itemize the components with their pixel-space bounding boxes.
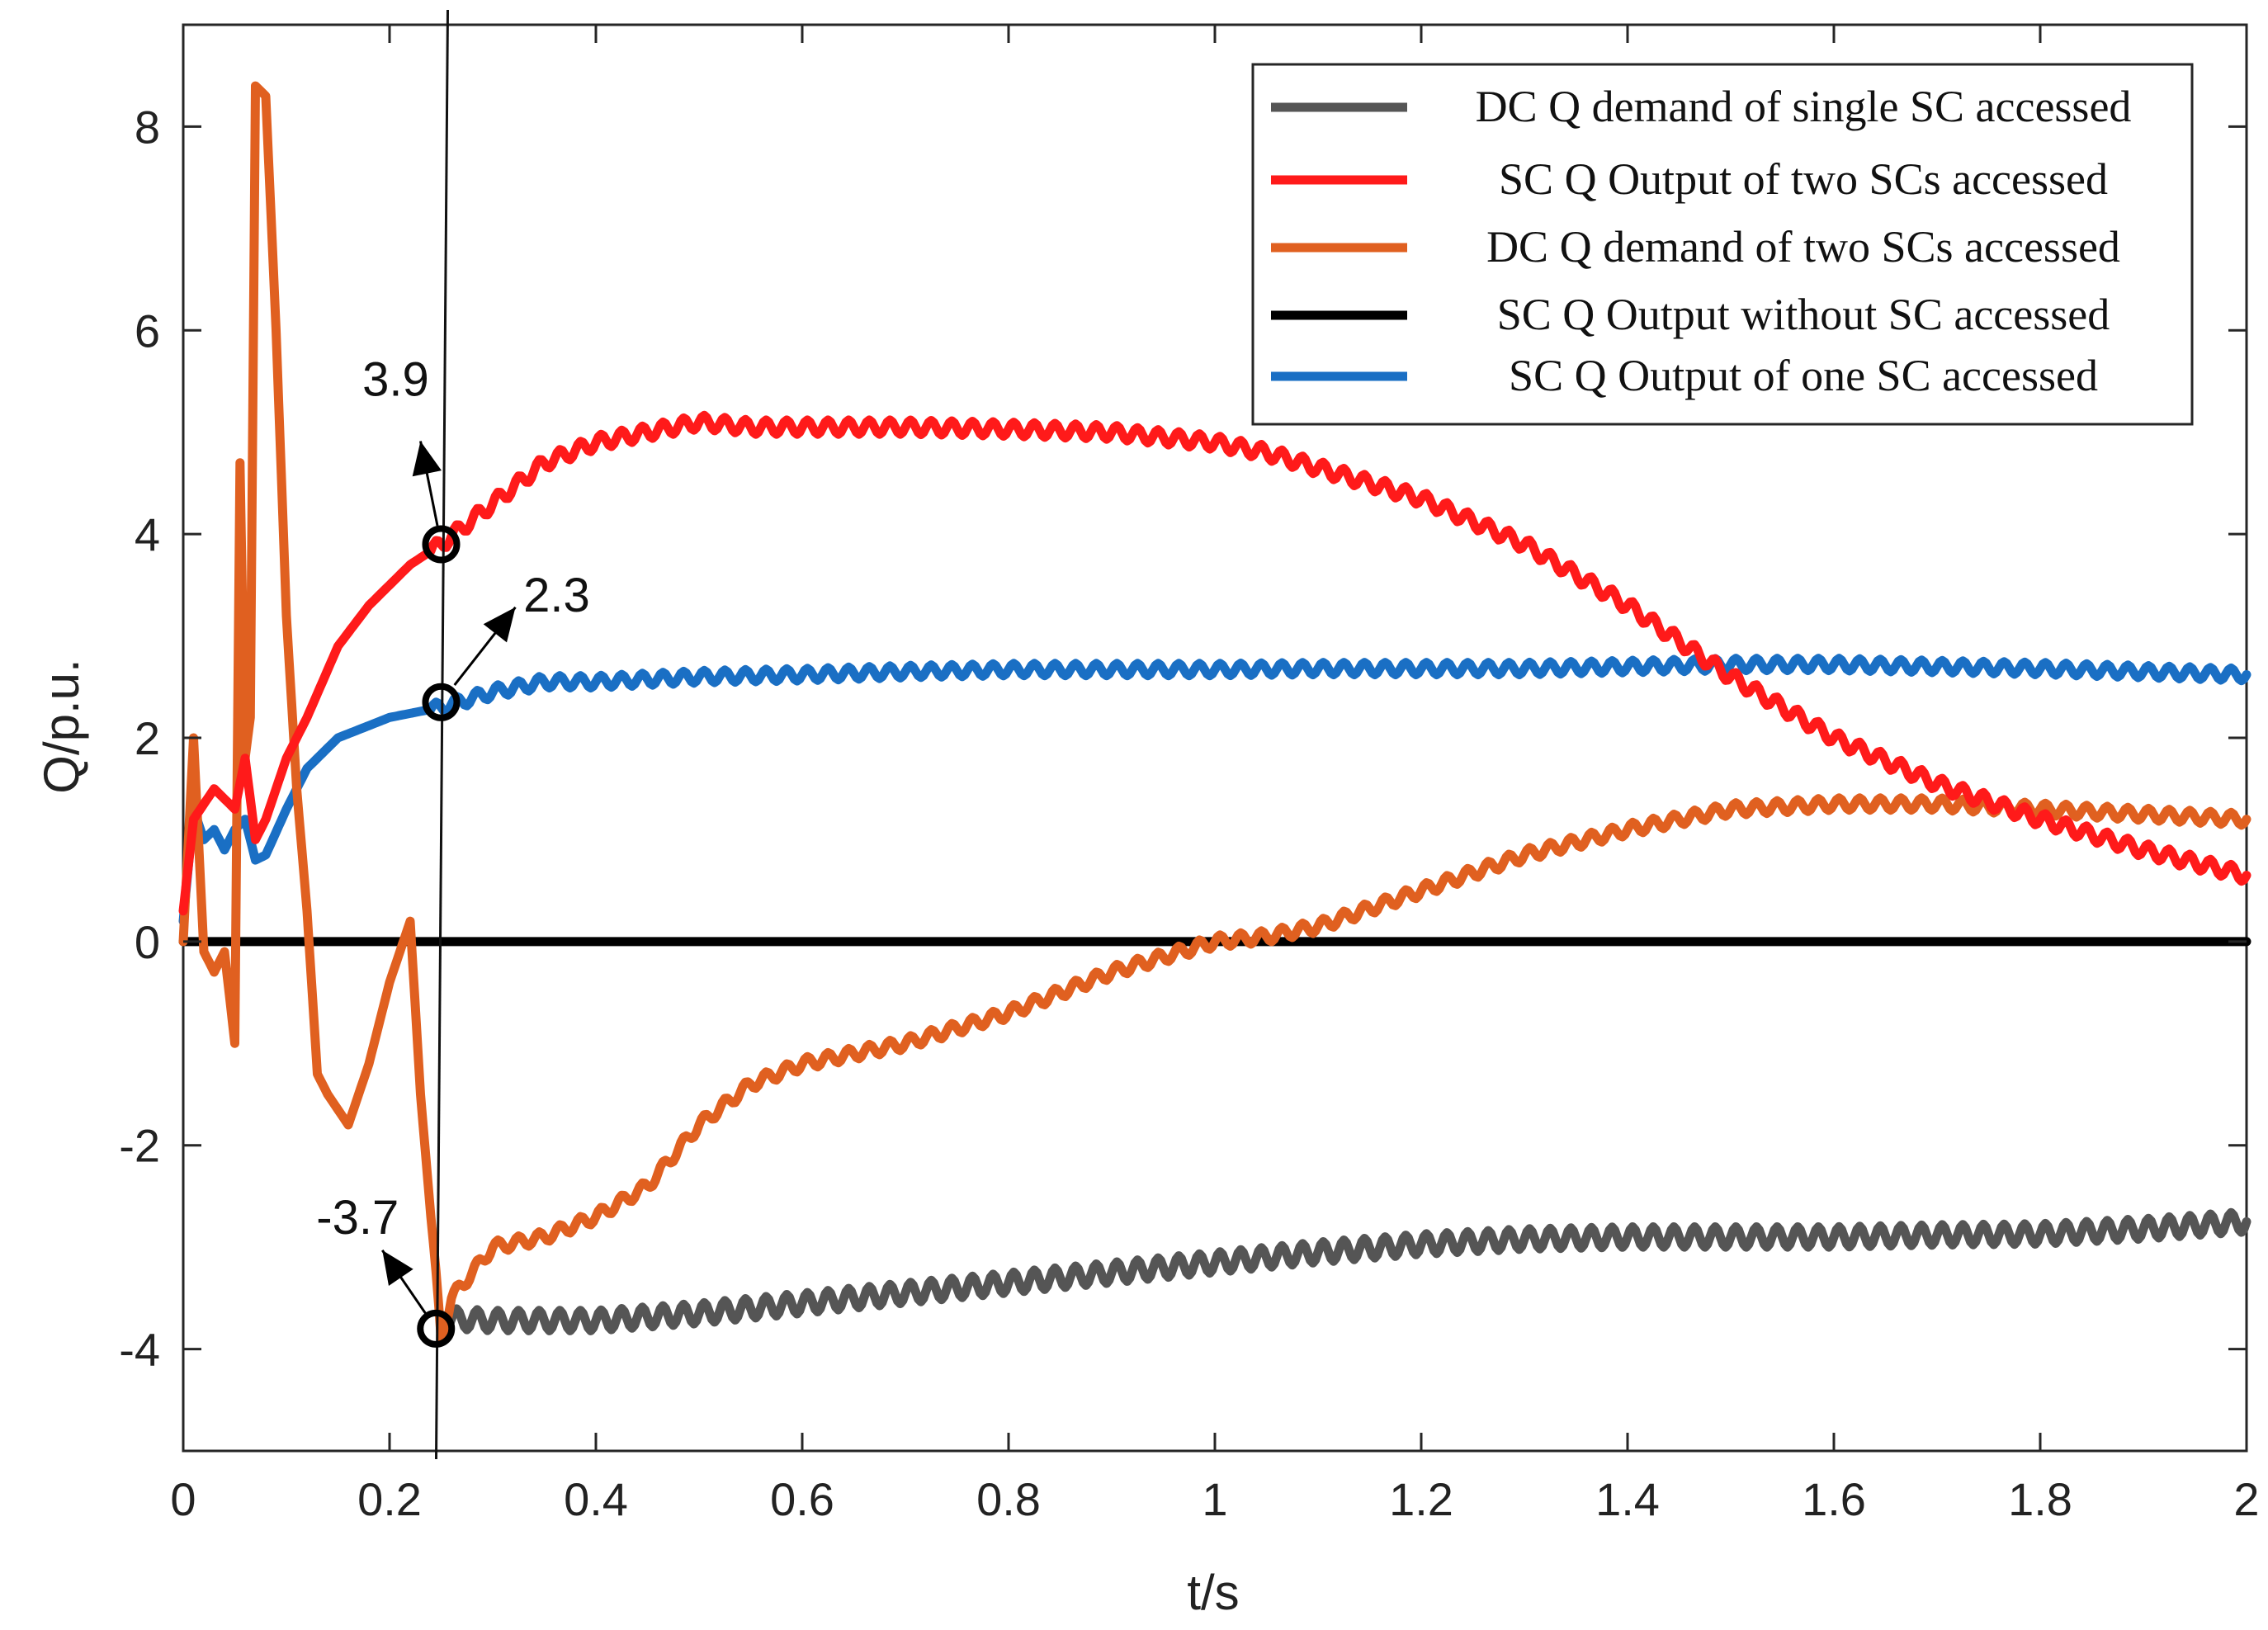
legend-label: DC Q demand of two SCs accessed [1486,222,2120,272]
x-tick-label: 0.6 [770,1473,834,1525]
legend-label: SC Q Output of two SCs accessed [1499,154,2108,204]
series-line [178,654,2251,926]
x-tick-label: 2 [2233,1473,2259,1525]
series-layer [178,81,2251,1344]
axes-layer: 0 0.2 0.4 0.6 0.8 1 1.2 1.4 1.6 1.8 2 -4 -2 0 2 4 6 8 [119,25,2260,1525]
annotation-arrowhead [382,1250,413,1287]
x-axis-title: t/s [1187,1565,1239,1620]
x-tick-label: 1.6 [1802,1473,1866,1525]
x-tick-label: 0 [170,1473,196,1525]
annotation-arrowhead [483,607,516,643]
legend-label: SC Q Output of one SC accessed [1509,351,2098,400]
x-tick-label: 0.2 [357,1473,422,1525]
annotation-marker [422,525,461,564]
y-tick-label: 4 [135,508,160,560]
y-tick-label: 8 [135,101,160,153]
annotation-marker [417,1309,456,1348]
y-tick-label: -2 [119,1120,160,1172]
x-tick-label: 0.8 [976,1473,1041,1525]
time-marker-line [435,9,449,1460]
y-tick-label: -4 [119,1324,160,1376]
legend-label: DC Q demand of single SC accessed [1476,82,2132,131]
series-line [437,1207,2251,1335]
x-tick-label: 0.4 [564,1473,628,1525]
y-tick-label: 0 [135,916,160,968]
annotation-label: -3.7 [316,1191,399,1245]
x-tick-label: 1.2 [1389,1473,1453,1525]
annotation-marker [422,683,461,721]
y-tick-label: 2 [135,712,160,764]
annotation-arrowhead [412,441,442,477]
x-tick-label: 1.8 [2008,1473,2072,1525]
marker-layer: 3.9 2.3 -3.7 [316,9,590,1460]
x-tick-label: 1 [1202,1473,1227,1525]
series-line [178,81,2251,1344]
annotation-label: 3.9 [362,352,429,406]
legend: DC Q demand of single SC accessed SC Q Ou… [1251,63,2194,426]
y-tick-label: 6 [135,305,160,357]
series-line [178,410,2251,916]
x-tick-label: 1.4 [1595,1473,1660,1525]
y-axis-title: Q/p.u. [34,659,89,793]
legend-box [1251,63,2194,426]
annotation-label: 2.3 [523,569,590,622]
legend-label: SC Q Output without SC accessed [1497,290,2110,339]
